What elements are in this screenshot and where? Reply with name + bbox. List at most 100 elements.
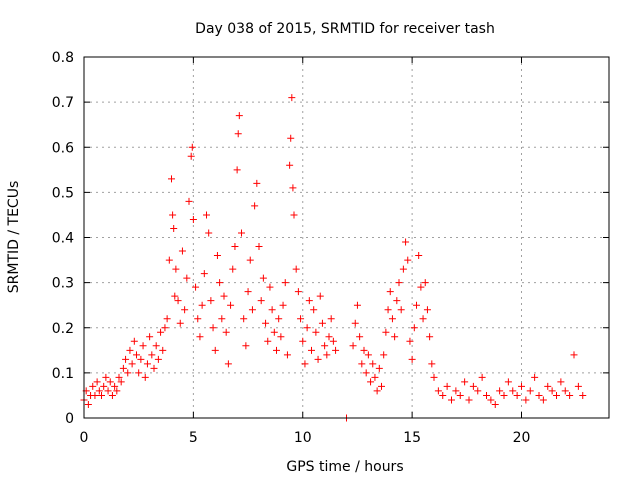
data-point xyxy=(188,143,196,151)
data-point xyxy=(246,256,254,264)
data-point xyxy=(329,337,337,345)
data-point xyxy=(159,346,167,354)
data-point xyxy=(148,351,156,359)
data-point xyxy=(388,315,396,323)
data-point xyxy=(439,391,447,399)
data-point xyxy=(351,319,359,327)
data-point xyxy=(378,382,385,390)
data-point xyxy=(185,197,193,205)
data-point xyxy=(288,94,296,102)
data-point xyxy=(413,301,420,309)
data-point xyxy=(216,279,224,287)
data-point xyxy=(325,333,333,341)
data-point xyxy=(248,306,256,314)
data-point xyxy=(399,265,407,273)
data-point xyxy=(289,184,297,192)
data-point xyxy=(535,391,543,399)
data-point xyxy=(423,306,431,314)
data-point xyxy=(570,351,578,359)
data-point xyxy=(183,274,191,282)
data-point xyxy=(181,306,189,314)
y-axis-label: SRMTID / TECUs xyxy=(6,181,22,294)
data-point xyxy=(456,391,464,399)
data-point xyxy=(314,355,322,363)
data-point xyxy=(430,373,438,381)
data-point xyxy=(264,337,272,345)
data-point xyxy=(434,387,442,395)
data-point xyxy=(218,315,226,323)
data-point xyxy=(286,161,294,169)
data-point xyxy=(574,382,582,390)
data-point xyxy=(172,265,180,273)
data-point xyxy=(126,346,134,354)
data-point xyxy=(397,306,405,314)
data-point xyxy=(419,315,427,323)
data-point xyxy=(281,279,289,287)
grid-lines xyxy=(84,57,609,418)
data-point xyxy=(93,378,101,386)
data-point xyxy=(308,346,315,354)
data-point xyxy=(115,373,123,381)
data-point xyxy=(509,387,517,395)
data-point xyxy=(209,324,217,332)
data-point xyxy=(561,387,569,395)
y-tick-label: 0.5 xyxy=(52,185,74,201)
data-point xyxy=(404,256,412,264)
data-point xyxy=(233,166,241,174)
data-point xyxy=(117,378,125,386)
data-point xyxy=(362,369,370,377)
data-point xyxy=(548,387,556,395)
data-point xyxy=(292,265,300,273)
data-point xyxy=(513,391,521,399)
data-point xyxy=(393,297,401,305)
data-point xyxy=(522,396,530,404)
data-point xyxy=(128,360,136,368)
chart-title: Day 038 of 2015, SRMTID for receiver tas… xyxy=(195,21,495,37)
data-point xyxy=(421,279,429,287)
data-point xyxy=(211,346,219,354)
data-point xyxy=(108,391,116,399)
data-point xyxy=(119,364,127,372)
data-point xyxy=(100,382,108,390)
data-point xyxy=(106,378,114,386)
data-point xyxy=(203,211,210,219)
data-point xyxy=(465,396,473,404)
data-point xyxy=(299,337,307,345)
y-tick-label: 0.2 xyxy=(52,321,74,337)
data-point xyxy=(137,355,145,363)
data-point xyxy=(275,315,283,323)
data-point xyxy=(539,396,547,404)
data-point xyxy=(95,387,103,395)
data-point xyxy=(170,224,178,232)
data-point xyxy=(553,391,560,399)
data-point xyxy=(152,342,160,350)
data-point xyxy=(270,328,278,336)
y-tick-label: 0.3 xyxy=(52,276,74,292)
y-tick-label: 0.1 xyxy=(52,366,74,382)
data-point xyxy=(104,387,112,395)
data-point xyxy=(452,387,460,395)
data-point xyxy=(262,319,270,327)
data-point xyxy=(406,337,414,345)
data-point xyxy=(141,373,149,381)
data-point xyxy=(266,283,274,291)
data-point xyxy=(287,134,295,142)
data-point xyxy=(531,373,539,381)
data-point xyxy=(305,297,313,305)
data-point xyxy=(356,333,364,341)
data-point xyxy=(240,315,248,323)
y-tick-label: 0.6 xyxy=(52,140,74,156)
data-point xyxy=(89,382,97,390)
data-point xyxy=(469,382,477,390)
data-point xyxy=(544,382,552,390)
data-point xyxy=(353,301,361,309)
data-point xyxy=(222,328,230,336)
data-point xyxy=(579,391,587,399)
data-point xyxy=(207,297,215,305)
data-point xyxy=(327,315,335,323)
data-point xyxy=(113,387,121,395)
data-point xyxy=(316,292,324,300)
y-tick-label: 0.8 xyxy=(52,50,74,66)
data-point xyxy=(169,211,177,219)
data-point xyxy=(133,351,140,359)
